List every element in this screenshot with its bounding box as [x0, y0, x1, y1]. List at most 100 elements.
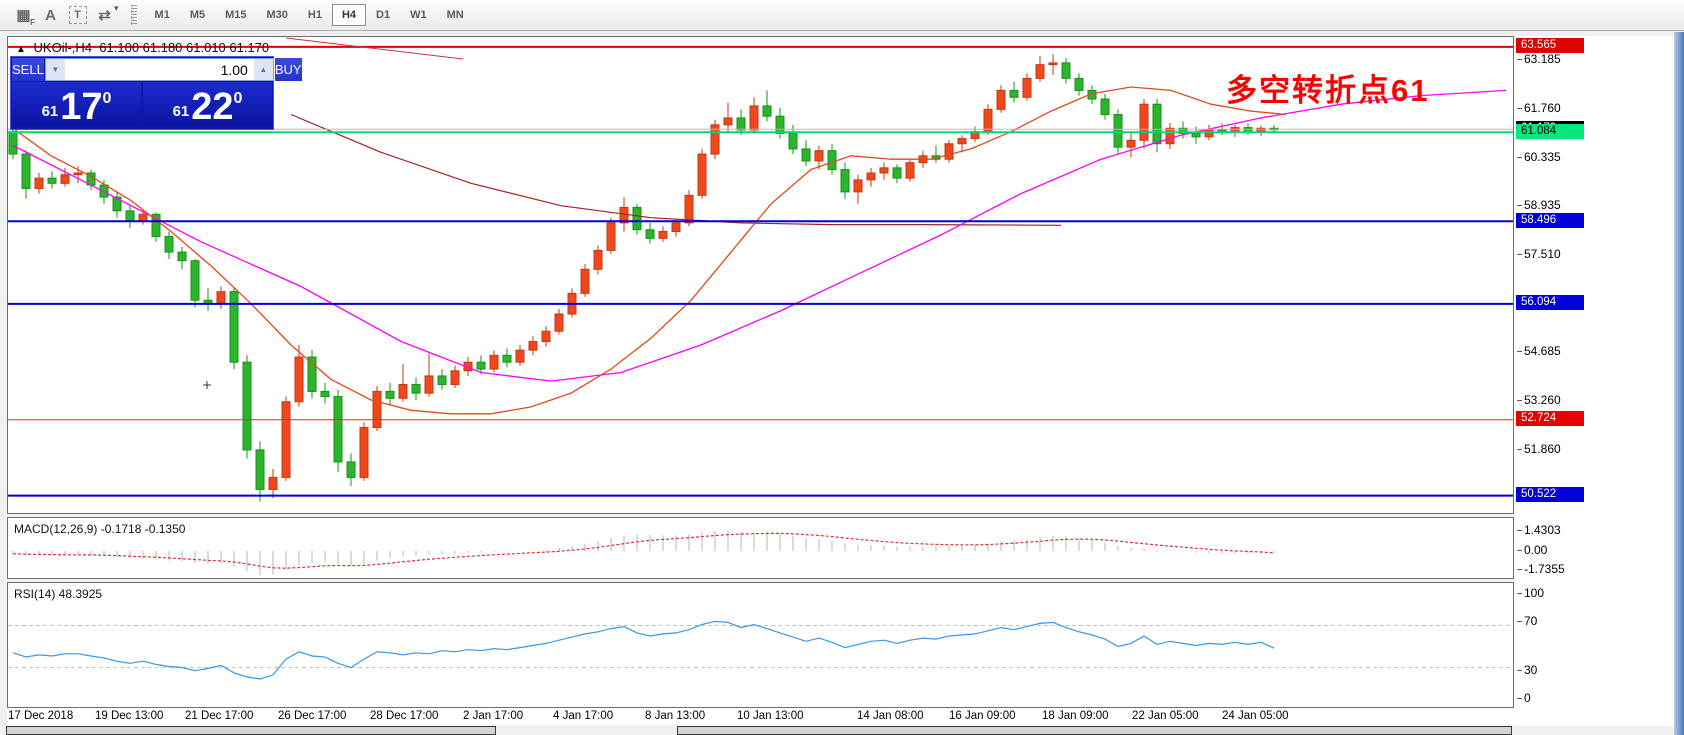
price-level-badge: 50.522: [1516, 487, 1584, 503]
timeframe-button-H1[interactable]: H1: [307, 9, 322, 21]
candle: [47, 171, 57, 189]
dropdown-caret-icon[interactable]: ▾: [114, 3, 119, 13]
time-axis-label: 22 Jan 05:00: [1132, 710, 1199, 722]
rsi-tick-label: 30: [1517, 663, 1537, 677]
candle: [372, 386, 382, 431]
price-tick-label: 57.510: [1517, 247, 1561, 261]
text-label-icon[interactable]: T: [64, 3, 91, 27]
price-tick-label: 53.260: [1517, 393, 1561, 407]
candle: [164, 231, 174, 259]
sell-price-tile[interactable]: 61 17 0: [12, 82, 141, 127]
candle: [34, 172, 44, 194]
cross-marker: [203, 381, 211, 389]
candle: [424, 353, 434, 397]
chart-ohlc-values: 61.100 61.180 61.010 61.170: [99, 40, 270, 55]
candle: [1165, 123, 1175, 149]
candle: [476, 355, 486, 375]
price-chart-canvas[interactable]: [8, 37, 1513, 513]
candle: [385, 382, 395, 406]
candle: [892, 164, 902, 184]
time-axis-label: 18 Jan 09:00: [1042, 710, 1109, 722]
candle: [60, 167, 70, 187]
chart-tab[interactable]: [6, 726, 496, 735]
candle: [190, 258, 200, 308]
volume-decrease-button[interactable]: ▼: [45, 59, 65, 80]
volume-increase-button[interactable]: ▲: [253, 59, 273, 80]
windows-grid-icon[interactable]: ▦ F: [16, 7, 35, 27]
candle: [242, 355, 252, 459]
candle: [1230, 124, 1240, 137]
toolbar-grip[interactable]: [130, 5, 137, 25]
candle: [359, 422, 369, 481]
rsi-line: [12, 620, 1275, 680]
candle: [866, 167, 876, 187]
candle: [1048, 54, 1058, 75]
candle: [1035, 56, 1045, 82]
candle: [593, 245, 603, 275]
candle: [177, 246, 187, 270]
one-click-trade-panel: SELL ▼ ▲ BUY 61 17 0 61 22 0: [10, 56, 302, 130]
candle: [307, 350, 317, 399]
candle: [398, 363, 408, 402]
text-label-icon-glyph: T: [68, 6, 87, 24]
candle: [996, 85, 1006, 113]
candle: [229, 288, 239, 370]
candle: [1022, 73, 1032, 101]
candle: [606, 217, 616, 254]
timeframe-button-M5[interactable]: M5: [189, 9, 206, 21]
volume-input[interactable]: [64, 59, 254, 80]
price-chart-pane[interactable]: ▲ UKOil-,H4 61.100 61.180 61.010 61.170 …: [7, 36, 1514, 514]
macd-indicator-pane[interactable]: MACD(12,26,9) -0.1718 -0.1350: [7, 517, 1514, 579]
macd-canvas: [12, 531, 1275, 576]
buy-price-tile[interactable]: 61 22 0: [143, 82, 272, 127]
trendline-annotation[interactable]: [285, 37, 464, 60]
arrange-arrows-icon[interactable]: ⇄: [98, 7, 111, 24]
price-level-badge: 58.496: [1516, 212, 1584, 228]
time-axis-label: 21 Dec 17:00: [185, 710, 254, 722]
price-tick-label: 51.860: [1517, 442, 1561, 456]
candle: [489, 350, 499, 373]
candle: [1256, 125, 1266, 136]
price-level-badge: 63.565: [1516, 38, 1584, 54]
candle: [112, 191, 122, 218]
buy-price-sup: 0: [233, 90, 243, 107]
time-axis-label: 10 Jan 13:00: [737, 710, 804, 722]
toolbar: ▦ F A T ⇄ ▾ M1 M5 M15 M30 H1 H4 D1 W1 MN: [0, 0, 1684, 31]
slow-ma-line: [290, 113, 1062, 226]
timeframe-button-H4[interactable]: H4: [331, 4, 367, 26]
time-axis-label: 14 Jan 08:00: [857, 710, 924, 722]
time-axis[interactable]: 17 Dec 2018 19 Dec 13:00 21 Dec 17:00 26 De…: [7, 708, 1676, 725]
macd-signal-line: [12, 532, 1275, 569]
sell-button[interactable]: SELL: [12, 58, 44, 81]
price-level-badge: 56.094: [1516, 295, 1584, 311]
timeframe-button-W1[interactable]: W1: [410, 9, 427, 21]
chart-text-annotation: 多空转折点61: [1226, 73, 1430, 108]
buy-button[interactable]: BUY: [274, 58, 302, 81]
time-axis-label: 28 Dec 17:00: [370, 710, 439, 722]
chart-tab-strip: [0, 726, 1684, 735]
candle: [346, 453, 356, 487]
text-cursor-icon[interactable]: A: [45, 6, 56, 24]
timeframe-button-M1[interactable]: M1: [154, 9, 170, 21]
timeframe-button-MN[interactable]: MN: [446, 9, 464, 21]
candle: [749, 97, 759, 134]
candle: [567, 288, 577, 318]
rsi-indicator-pane[interactable]: RSI(14) 48.3925: [7, 582, 1514, 708]
candle: [723, 102, 733, 132]
price-tick-label: 58.935: [1517, 198, 1561, 212]
candle: [658, 226, 668, 242]
candle: [827, 143, 837, 175]
candle: [411, 377, 421, 401]
candle: [931, 145, 941, 163]
timeframe-button-D1[interactable]: D1: [376, 9, 391, 21]
candle: [437, 369, 447, 390]
price-level-badge: 61.084: [1516, 123, 1584, 139]
candle: [1061, 57, 1071, 84]
chart-tab[interactable]: [677, 726, 1512, 735]
timeframe-button-M30[interactable]: M30: [266, 9, 288, 21]
macd-tick-label: -1.7355: [1517, 562, 1565, 576]
timeframe-button-M15[interactable]: M15: [225, 9, 247, 21]
candle: [1126, 133, 1136, 158]
sell-price-big: 17: [60, 86, 103, 128]
